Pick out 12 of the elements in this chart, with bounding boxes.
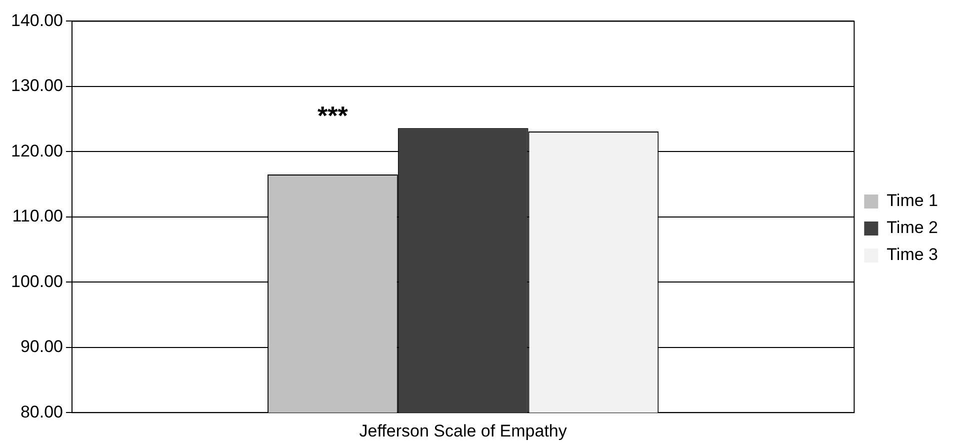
y-tick-label: 130.00 [10,76,63,96]
y-tick-label: 80.00 [20,402,63,422]
y-tick-label: 90.00 [20,337,63,356]
annotation: *** [318,100,349,131]
legend-label: Time 3 [886,245,938,264]
legend-label: Time 2 [886,218,938,238]
y-tick-label: 140.00 [10,10,63,30]
y-tick-label: 110.00 [12,206,63,226]
y-tick-label: 120.00 [10,141,63,160]
legend-label: Time 1 [886,191,938,210]
y-tick-label: 100.00 [10,272,63,291]
x-tick-label: Jefferson Scale of Empathy [359,421,568,440]
